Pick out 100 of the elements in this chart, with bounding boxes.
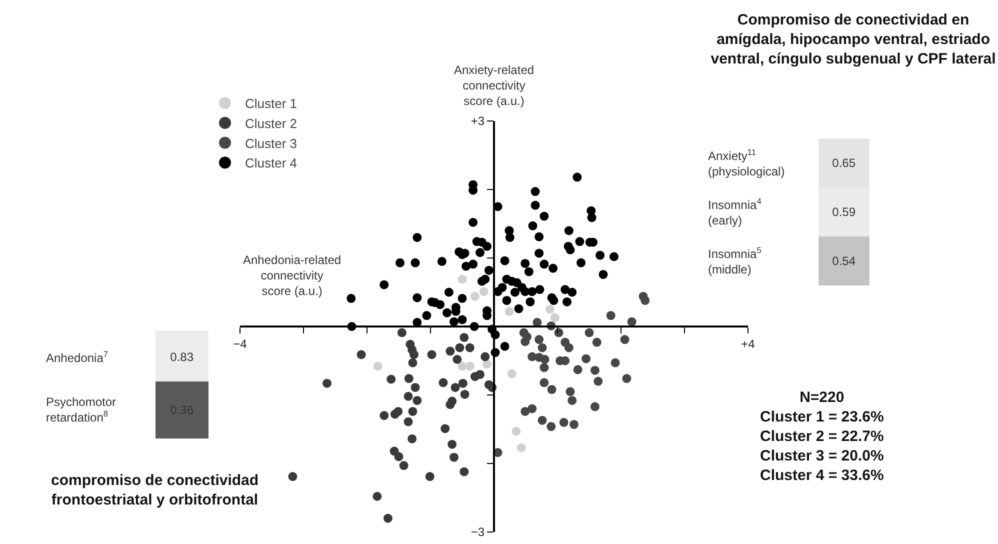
text: 0.65 — [832, 156, 856, 170]
x-tick-label: +4 — [741, 336, 756, 351]
point — [409, 350, 418, 360]
point — [606, 311, 616, 320]
point — [520, 406, 530, 416]
point — [455, 343, 464, 352]
point — [568, 396, 577, 405]
point — [452, 354, 462, 364]
point — [480, 352, 490, 362]
point — [450, 382, 460, 392]
point — [545, 304, 554, 314]
point — [397, 328, 406, 338]
point — [446, 400, 455, 410]
point — [504, 306, 514, 316]
point — [573, 365, 582, 374]
point — [288, 472, 298, 482]
annotation: Insomnia$^{5}$ (middle) — [708, 245, 762, 277]
point — [383, 514, 392, 523]
point — [482, 360, 492, 369]
point — [438, 378, 448, 388]
point — [550, 313, 560, 322]
point — [404, 392, 413, 401]
point — [610, 358, 620, 368]
legend-label: Cluster 3 — [245, 136, 298, 151]
point — [440, 424, 450, 434]
point — [458, 378, 468, 388]
point — [540, 378, 549, 388]
point — [465, 362, 474, 371]
point — [520, 337, 530, 346]
point — [592, 338, 602, 347]
point — [399, 461, 408, 470]
point — [460, 390, 470, 399]
point — [479, 287, 488, 296]
point — [564, 343, 574, 352]
point — [404, 417, 413, 426]
text: 0.59 — [832, 205, 856, 219]
point — [394, 406, 403, 416]
point — [425, 472, 434, 482]
point — [404, 374, 414, 384]
point — [590, 366, 600, 375]
point — [590, 402, 600, 412]
point — [450, 452, 458, 462]
y-tick-label: +3 — [470, 114, 485, 128]
point — [534, 335, 544, 344]
point — [408, 406, 418, 416]
point — [372, 492, 382, 501]
y-axis-title: Anxiety-related connectivity score (a.u.) — [454, 63, 534, 108]
point — [516, 443, 526, 452]
point — [538, 343, 547, 352]
annotation: compromiso de conectividad frontoestriatal y orbitofrontal — [51, 472, 259, 508]
point — [448, 440, 457, 449]
x-tick-label: −4 — [233, 336, 248, 351]
text: Psychomotor retardation$^{8}$ — [46, 395, 116, 425]
point — [408, 434, 417, 444]
point — [476, 370, 485, 379]
point — [546, 422, 556, 432]
point — [470, 292, 480, 301]
legend-label: Cluster 1 — [245, 96, 298, 112]
x-axis-title: Anhedonia-related connectivity score (a.u.) — [243, 253, 342, 298]
legend-label: Cluster 2 — [245, 116, 298, 131]
point — [465, 343, 474, 352]
text: 0.83 — [170, 350, 194, 364]
point — [627, 317, 636, 326]
point — [640, 296, 650, 305]
point — [582, 354, 591, 364]
point — [620, 335, 630, 344]
point — [460, 332, 469, 342]
point — [386, 374, 396, 384]
text: 0.54 — [832, 254, 856, 268]
point — [446, 346, 455, 356]
text: Anhedonia$^{7}$ — [46, 349, 108, 366]
point — [540, 363, 549, 372]
point — [584, 328, 594, 338]
point — [380, 411, 389, 420]
point — [570, 420, 579, 429]
text: Insomnia$^{4}$ (early) — [708, 196, 762, 228]
point — [356, 350, 366, 360]
point — [410, 382, 420, 392]
point — [540, 354, 550, 364]
text: Compromiso de conectividad en amígdala, hipocampo ventral, estriado ventral, cíngulo subgenual y CPF lateral — [710, 11, 996, 68]
y-tick-label: −3 — [470, 525, 485, 540]
annotation: Anxiety$^{11}$ (physiological) — [708, 147, 785, 179]
point — [412, 396, 422, 405]
point — [394, 452, 404, 462]
point — [594, 376, 603, 386]
point — [512, 426, 521, 436]
text: N=220 Cluster 1 = 23.6% Cluster 2 = 22.7% Cluster 3 = 20.0% Cluster 4 = 33.6% — [760, 389, 884, 484]
point — [622, 374, 632, 384]
point — [408, 358, 418, 368]
point — [373, 362, 382, 371]
point — [528, 404, 537, 414]
point — [538, 416, 547, 425]
point — [458, 274, 467, 284]
point — [566, 387, 575, 396]
point — [507, 369, 516, 378]
point — [559, 418, 568, 427]
point — [547, 385, 556, 394]
point — [460, 467, 469, 476]
point — [322, 378, 332, 388]
legend-label: Cluster 4 — [245, 156, 298, 171]
